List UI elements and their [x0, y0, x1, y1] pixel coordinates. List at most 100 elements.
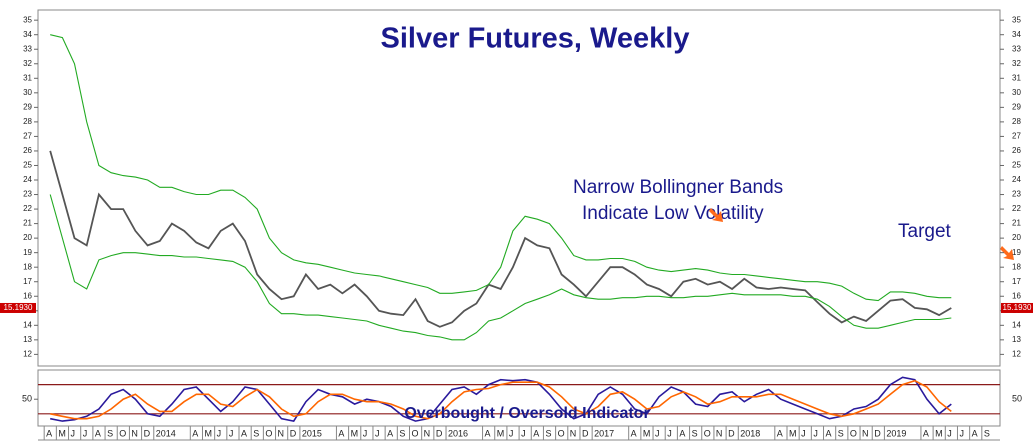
- x-tick-label: J: [801, 428, 806, 438]
- x-tick-label: 2017: [594, 428, 614, 438]
- y-tick-label: 14: [23, 320, 32, 329]
- x-tick-label: A: [777, 428, 783, 438]
- annotation: Narrow Bollingner Bands: [573, 177, 783, 198]
- x-tick-label: D: [728, 428, 735, 438]
- last-price-box: [0, 302, 36, 313]
- y-tick-label: 31: [1012, 73, 1021, 82]
- x-tick-label: D: [290, 428, 297, 438]
- annotation: Indicate Low Volatility: [582, 203, 764, 224]
- y-tick-label: 27: [23, 132, 32, 141]
- x-tick-label: O: [558, 428, 565, 438]
- x-tick-label: 2016: [448, 428, 468, 438]
- indicator-label: Overbought / Oversold Indicator: [404, 405, 649, 422]
- x-tick-label: A: [241, 428, 247, 438]
- x-tick-label: S: [545, 428, 551, 438]
- y-tick-label: 20: [1012, 233, 1021, 242]
- y-tick-label: 21: [1012, 219, 1021, 228]
- x-tick-label: A: [679, 428, 685, 438]
- x-tick-label: J: [655, 428, 660, 438]
- x-tick-label: S: [107, 428, 113, 438]
- y-tick-label: 12: [1012, 349, 1021, 358]
- last-price-label: 15.1930: [4, 303, 33, 312]
- y-tick-label: 16: [1012, 291, 1021, 300]
- x-tick-label: A: [826, 428, 832, 438]
- y-tick-label: 33: [23, 44, 32, 53]
- last-price-box: [1001, 302, 1033, 313]
- x-tick-label: A: [631, 428, 637, 438]
- y-tick-label: 32: [23, 59, 32, 68]
- x-tick-label: J: [667, 428, 672, 438]
- x-tick-label: S: [692, 428, 698, 438]
- y-tick-label: 27: [1012, 132, 1021, 141]
- y-tick-label: 25: [23, 161, 32, 170]
- y2-tick-label: 50: [1012, 394, 1022, 404]
- y2-tick-label: 50: [22, 394, 32, 404]
- series-line: [49, 194, 952, 341]
- y-tick-label: 19: [23, 248, 32, 257]
- y-tick-label: 33: [1012, 44, 1021, 53]
- series-line: [50, 34, 952, 302]
- x-tick-label: 2019: [886, 428, 906, 438]
- x-tick-label: J: [229, 428, 234, 438]
- y-tick-label: 17: [23, 277, 32, 286]
- y-tick-label: 28: [23, 117, 32, 126]
- y-tick-label: 35: [23, 15, 32, 24]
- x-tick-label: A: [46, 428, 52, 438]
- x-tick-label: A: [387, 428, 393, 438]
- x-tick-label: A: [923, 428, 929, 438]
- x-tick-label: D: [144, 428, 151, 438]
- y-tick-label: 19: [1012, 248, 1021, 257]
- x-tick-label: M: [935, 428, 943, 438]
- x-tick-label: A: [972, 428, 978, 438]
- x-tick-label: 2015: [302, 428, 322, 438]
- x-tick-label: 2014: [156, 428, 176, 438]
- x-tick-label: S: [838, 428, 844, 438]
- series-line: [49, 150, 952, 328]
- y-tick-label: 35: [1012, 15, 1021, 24]
- y-tick-label: 34: [1012, 30, 1021, 39]
- x-tick-label: S: [984, 428, 990, 438]
- arrow: [1000, 246, 1014, 260]
- y-tick-label: 13: [23, 335, 32, 344]
- x-tick-label: D: [874, 428, 881, 438]
- x-tick-label: N: [862, 428, 869, 438]
- x-tick-label: D: [436, 428, 443, 438]
- y-tick-label: 26: [1012, 146, 1021, 155]
- x-tick-label: S: [399, 428, 405, 438]
- x-tick-label: A: [338, 428, 344, 438]
- y-tick-label: 30: [1012, 88, 1021, 97]
- x-tick-label: A: [485, 428, 491, 438]
- x-tick-label: 2018: [740, 428, 760, 438]
- y-tick-label: 34: [23, 30, 32, 39]
- x-tick-label: M: [351, 428, 359, 438]
- x-tick-label: M: [643, 428, 651, 438]
- y-tick-label: 20: [23, 233, 32, 242]
- x-tick-label: N: [424, 428, 431, 438]
- y-tick-label: 23: [23, 190, 32, 199]
- x-tick-label: S: [253, 428, 259, 438]
- x-tick-label: N: [716, 428, 723, 438]
- x-tick-label: N: [278, 428, 285, 438]
- x-tick-label: M: [789, 428, 797, 438]
- y-tick-label: 25: [1012, 161, 1021, 170]
- x-tick-label: A: [95, 428, 101, 438]
- x-tick-label: O: [265, 428, 272, 438]
- y-tick-label: 24: [23, 175, 32, 184]
- y-tick-label: 22: [1012, 204, 1021, 213]
- x-tick-label: O: [119, 428, 126, 438]
- x-tick-label: J: [509, 428, 513, 438]
- y-tick-label: 32: [1012, 59, 1021, 68]
- y-tick-label: 29: [1012, 102, 1021, 111]
- x-tick-label: O: [411, 428, 418, 438]
- annotation: Target: [898, 221, 952, 242]
- last-price-label: 15.1930: [1003, 303, 1032, 312]
- x-tick-label: J: [217, 428, 222, 438]
- x-tick-label: J: [521, 428, 526, 438]
- x-tick-label: J: [947, 428, 952, 438]
- y-tick-label: 22: [23, 204, 32, 213]
- x-tick-label: D: [582, 428, 589, 438]
- x-tick-label: J: [813, 428, 818, 438]
- x-tick-label: J: [363, 428, 368, 438]
- plot-frame: [37, 9, 1001, 367]
